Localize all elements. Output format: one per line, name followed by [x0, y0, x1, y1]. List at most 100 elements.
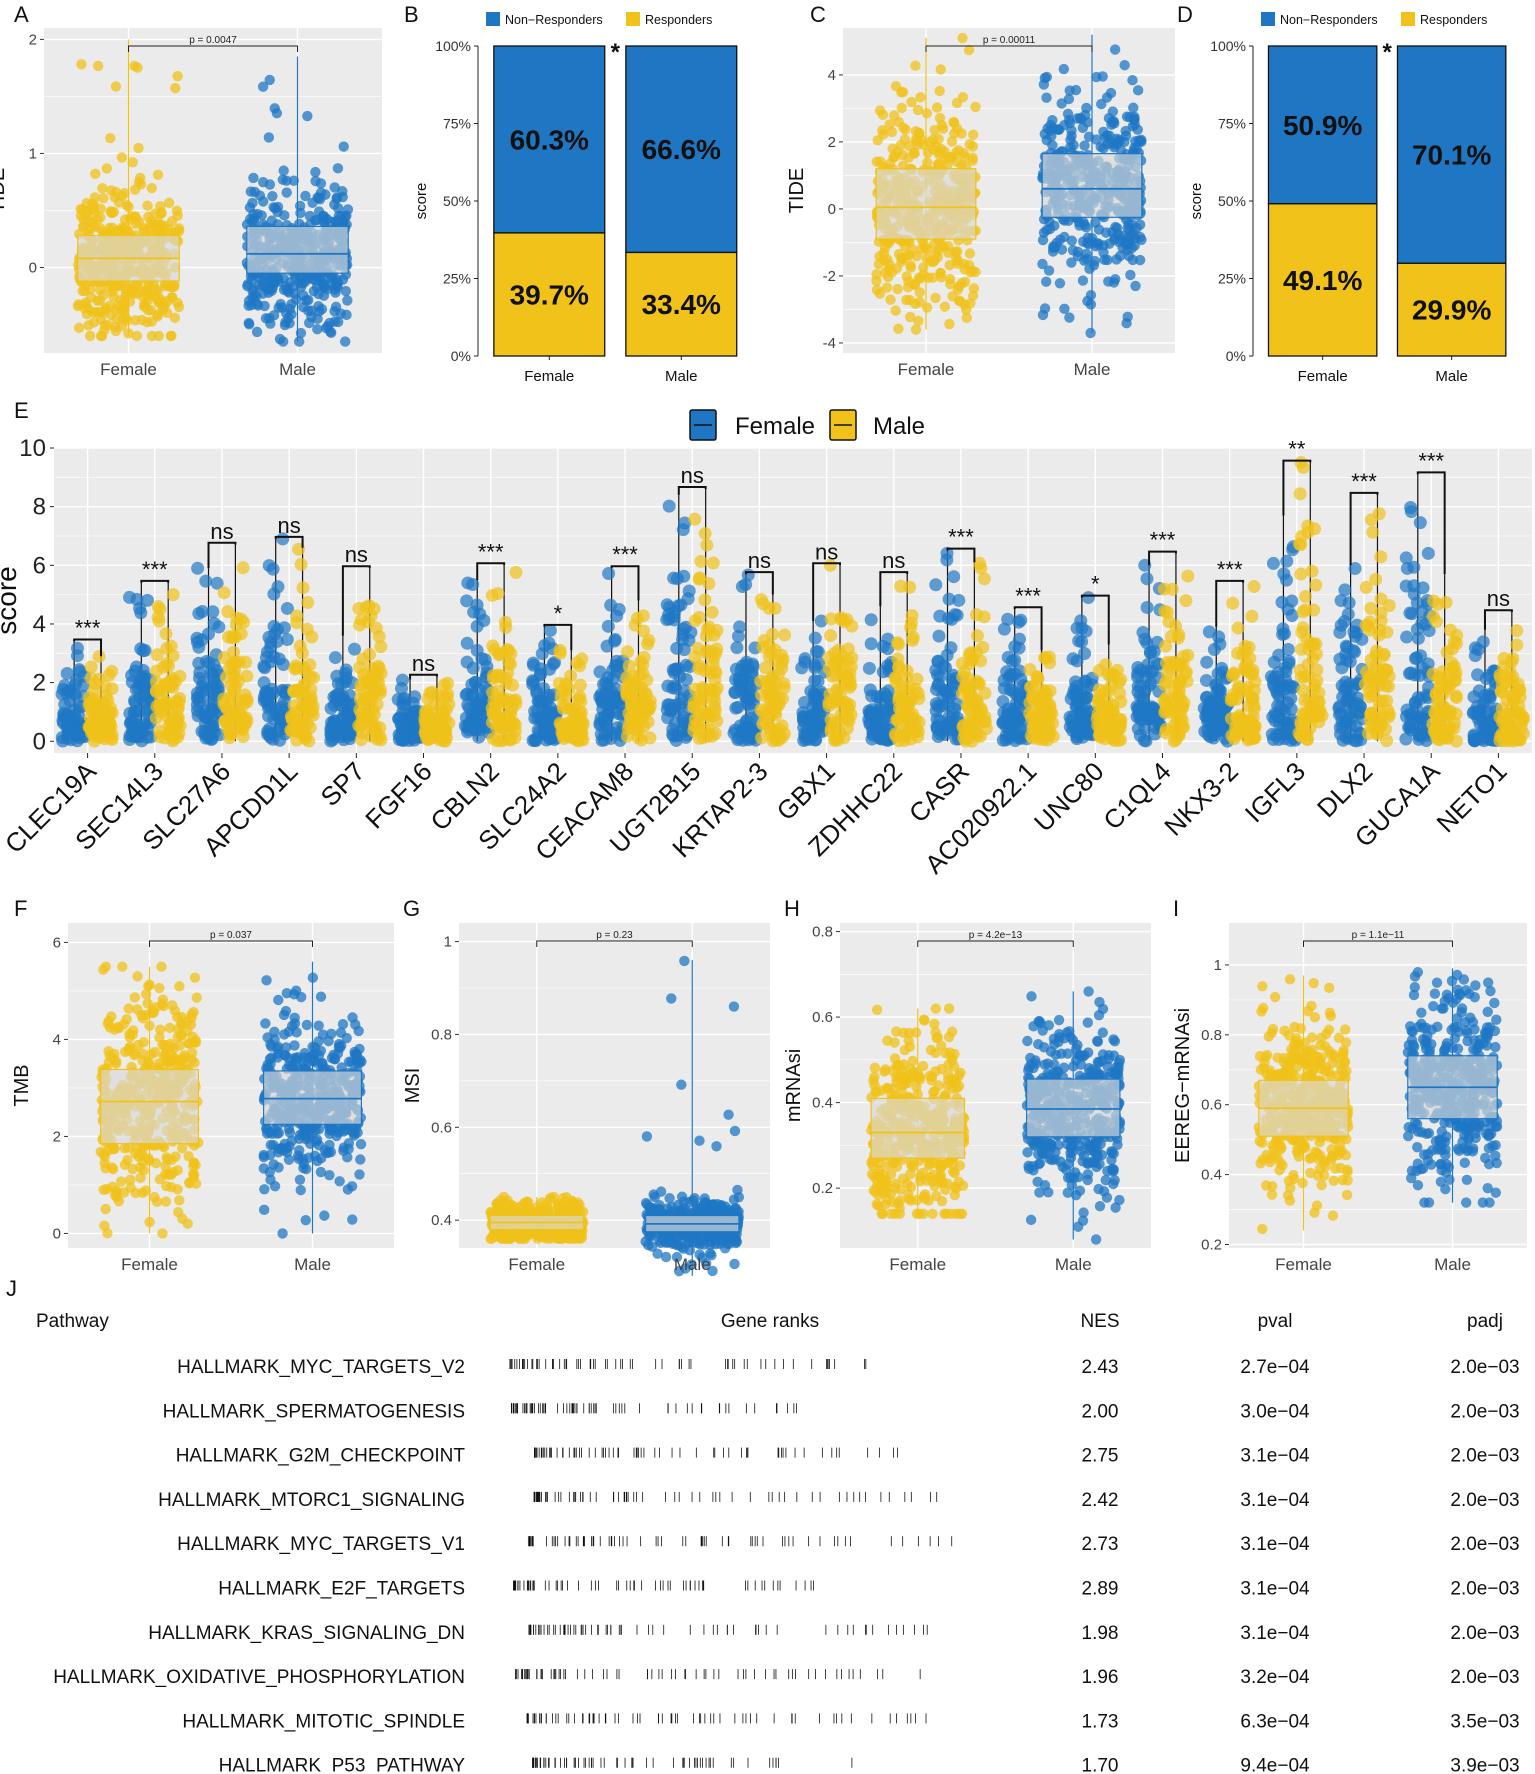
data-point: [967, 265, 978, 277]
data-point: [871, 268, 882, 280]
data-point: [641, 637, 655, 651]
data-point: [312, 323, 323, 335]
data-point: [114, 225, 125, 236]
data-point: [299, 276, 311, 288]
data-point: [92, 649, 106, 663]
data-point: [138, 643, 152, 657]
data-point: [1247, 702, 1261, 716]
data-point: [1443, 623, 1457, 637]
data-point: [294, 200, 306, 212]
data-point: [1174, 714, 1188, 728]
data-point: [898, 122, 909, 133]
data-point: [141, 317, 153, 328]
data-point: [79, 285, 90, 297]
panel-B: Non−Responders Responders0%25%50%75%100%s…: [413, 12, 738, 385]
significance-label: **: [1288, 437, 1306, 462]
data-point: [318, 290, 330, 301]
data-point: [698, 527, 712, 541]
data-point: [1037, 234, 1049, 246]
data-point: [268, 701, 282, 715]
data-point: [1268, 714, 1282, 728]
data-point: [1306, 710, 1320, 724]
data-point: [957, 665, 971, 679]
data-point: [1309, 647, 1323, 661]
data-point: [691, 641, 705, 655]
data-point: [298, 664, 312, 678]
data-point: [330, 216, 341, 227]
data-point: [133, 677, 147, 691]
data-point: [98, 289, 109, 301]
data-point: [874, 105, 886, 116]
data-point: [306, 305, 317, 316]
data-point: [105, 132, 116, 144]
data-point: [864, 637, 878, 651]
data-point: [1445, 656, 1459, 670]
data-point: [396, 698, 410, 712]
data-point: [369, 621, 383, 635]
x-tick-label: Female: [1298, 368, 1348, 385]
data-point: [497, 722, 511, 736]
data-point: [875, 156, 886, 167]
data-point: [504, 707, 518, 721]
data-point: [1280, 554, 1294, 568]
bar-data-label: 49.1%: [1283, 265, 1362, 296]
significance-label: ***: [1351, 469, 1377, 494]
data-point: [132, 62, 143, 73]
data-point: [78, 221, 89, 232]
data-point: [267, 190, 278, 202]
data-point: [1169, 733, 1183, 747]
data-point: [263, 132, 275, 143]
data-point: [494, 670, 508, 684]
data-point: [891, 637, 905, 651]
data-point: [808, 631, 822, 645]
data-point: [756, 640, 770, 654]
y-axis-title: score: [0, 566, 22, 634]
data-point: [702, 577, 716, 591]
data-point: [893, 688, 907, 702]
data-point: [1426, 717, 1440, 731]
data-point: [330, 669, 344, 683]
data-point: [892, 701, 906, 715]
data-point: [931, 102, 943, 113]
data-point: [921, 108, 933, 119]
y-tick-label: 2: [828, 134, 836, 151]
significance-mark: *: [611, 39, 621, 66]
data-point: [904, 621, 918, 635]
data-point: [1085, 289, 1097, 301]
data-point: [962, 716, 976, 730]
data-point: [915, 91, 926, 103]
data-point: [150, 284, 162, 295]
data-point: [1037, 258, 1048, 270]
data-point: [890, 305, 901, 316]
data-point: [1077, 275, 1089, 286]
data-point: [1107, 226, 1118, 238]
data-point: [946, 136, 958, 147]
data-point: [766, 627, 780, 641]
y-tick-label: 10: [19, 435, 46, 462]
data-point: [608, 632, 622, 646]
data-point: [123, 201, 134, 213]
data-point: [1471, 643, 1485, 657]
data-point: [1380, 625, 1394, 639]
data-point: [471, 682, 485, 696]
data-point: [1421, 546, 1435, 560]
data-point: [207, 616, 221, 630]
data-point: [1120, 125, 1131, 137]
data-point: [1064, 85, 1075, 96]
data-point: [824, 629, 838, 643]
p-value-label: p = 0.00011: [983, 35, 1036, 46]
data-point: [1139, 664, 1153, 678]
data-point: [963, 44, 975, 56]
data-point: [123, 328, 134, 339]
data-point: [358, 693, 372, 707]
data-point: [892, 146, 903, 158]
data-point: [166, 588, 180, 602]
data-point: [1439, 595, 1453, 609]
data-point: [1359, 580, 1373, 594]
data-point: [602, 567, 616, 581]
y-tick-label: 75%: [443, 116, 471, 132]
data-point: [1062, 108, 1074, 120]
data-point: [1442, 722, 1456, 736]
data-point: [621, 645, 635, 659]
